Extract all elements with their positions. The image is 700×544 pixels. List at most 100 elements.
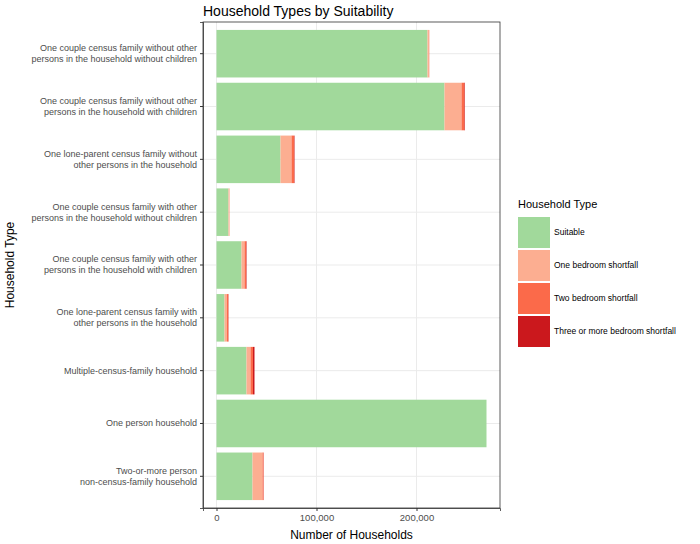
x-tick-mark [317, 508, 318, 511]
bar [281, 136, 292, 184]
bar [217, 30, 428, 78]
bar [429, 30, 430, 78]
plot-border [203, 22, 500, 508]
series-bars [225, 30, 462, 500]
bar [429, 30, 430, 78]
bar [251, 347, 254, 395]
y-axis-line [200, 23, 204, 509]
grid [203, 22, 500, 508]
y-tick: One couple census family without otherpe… [31, 43, 203, 64]
bar [217, 83, 445, 131]
y-tick-label: One couple census family without otherpe… [40, 96, 197, 117]
x-tick: 200,000 [400, 508, 434, 523]
chart: 0 100,000 200,000 One couple census family … [0, 0, 700, 544]
bar [246, 241, 248, 289]
y-tick: One couple census family without otherpe… [40, 96, 203, 117]
bar [245, 241, 247, 289]
bar [225, 294, 228, 342]
y-tick-mark [200, 370, 203, 371]
y-tick-label: One couple census family with otherperso… [31, 202, 197, 223]
series-bars [228, 30, 465, 500]
legend-label: Two bedroom shortfall [554, 293, 638, 303]
bar [227, 294, 228, 342]
y-tick: One lone-parent census family withoutoth… [44, 149, 203, 170]
grid-line-y [203, 317, 500, 318]
bar [217, 294, 225, 342]
bar [228, 294, 229, 342]
y-tick-label: Multiple-census-family household [64, 366, 197, 376]
title: Household Types by Suitability [203, 3, 393, 19]
legend-key [518, 217, 550, 248]
y-tick: Multiple-census-family household [64, 366, 203, 376]
bar [242, 241, 245, 289]
series-bars [227, 30, 465, 500]
y-tick-mark [200, 476, 203, 477]
x-axis: 0 100,000 200,000 [204, 508, 501, 523]
y-tick-mark [200, 53, 203, 54]
legend-label: Suitable [554, 227, 585, 237]
y-tick-mark [200, 265, 203, 266]
bar [428, 30, 430, 78]
y-tick-label: One lone-parent census family withoutoth… [44, 149, 198, 170]
bar [263, 453, 264, 501]
y-tick: One couple census family with otherperso… [44, 254, 203, 275]
bar [217, 188, 229, 236]
x-tick-label: 200,000 [400, 512, 434, 523]
legend-key [518, 250, 550, 281]
grid-line-y [203, 212, 500, 213]
bar [462, 83, 465, 131]
y-tick-mark [200, 317, 203, 318]
y-tick-mark [200, 106, 203, 107]
x-axis-line [204, 509, 501, 512]
y-tick-mark [200, 423, 203, 424]
y-tick-mark [200, 212, 203, 213]
x-axis-title: Number of Households [290, 528, 413, 542]
x-tick-mark [217, 508, 218, 511]
bars [217, 30, 487, 500]
x-tick-mark [417, 508, 418, 511]
bar [217, 136, 281, 184]
y-tick-label: One person household [106, 418, 197, 428]
bar [217, 453, 253, 501]
bar [292, 136, 295, 184]
x-tick-label: 0 [214, 512, 219, 523]
legend-title: Household Type [518, 198, 597, 210]
y-tick: Two-or-more personnon-census-family hous… [80, 466, 203, 487]
legend-label: One bedroom shortfall [554, 260, 638, 270]
bar [253, 347, 255, 395]
y-tick-label: One lone-parent census family withother … [56, 307, 197, 328]
bar [229, 188, 230, 236]
y-tick-label: Two-or-more personnon-census-family hous… [80, 466, 197, 487]
legend-label: Three or more bedroom shortfall [554, 326, 676, 336]
y-tick: One person household [106, 418, 203, 428]
legend: Household Type Suitable One bedroom shortf… [518, 198, 676, 347]
legend-key [518, 316, 550, 347]
x-tick: 100,000 [300, 508, 334, 523]
legend-key [518, 283, 550, 314]
grid-line-y [203, 265, 500, 266]
bar [486, 400, 487, 448]
bar [217, 347, 247, 395]
bar [217, 400, 487, 448]
y-axis-title: Household Type [3, 221, 17, 308]
bar [294, 136, 296, 184]
series-bars [217, 30, 487, 500]
bar [253, 453, 263, 501]
y-tick-label: One couple census family with otherperso… [44, 254, 197, 275]
x-tick-label: 100,000 [300, 512, 334, 523]
bar [445, 83, 462, 131]
bar [217, 241, 242, 289]
bar [486, 400, 487, 448]
plot-background [203, 22, 500, 508]
bar [247, 347, 251, 395]
bar [229, 188, 230, 236]
bar [464, 83, 466, 131]
y-tick-label: One couple census family without otherpe… [31, 43, 197, 64]
bar [263, 453, 264, 501]
bar [486, 400, 487, 448]
y-tick-mark [200, 159, 203, 160]
y-tick: One lone-parent census family withother … [56, 307, 203, 328]
bar [229, 188, 230, 236]
x-tick: 0 [214, 508, 219, 523]
y-axis: One couple census family without otherpe… [31, 23, 203, 509]
